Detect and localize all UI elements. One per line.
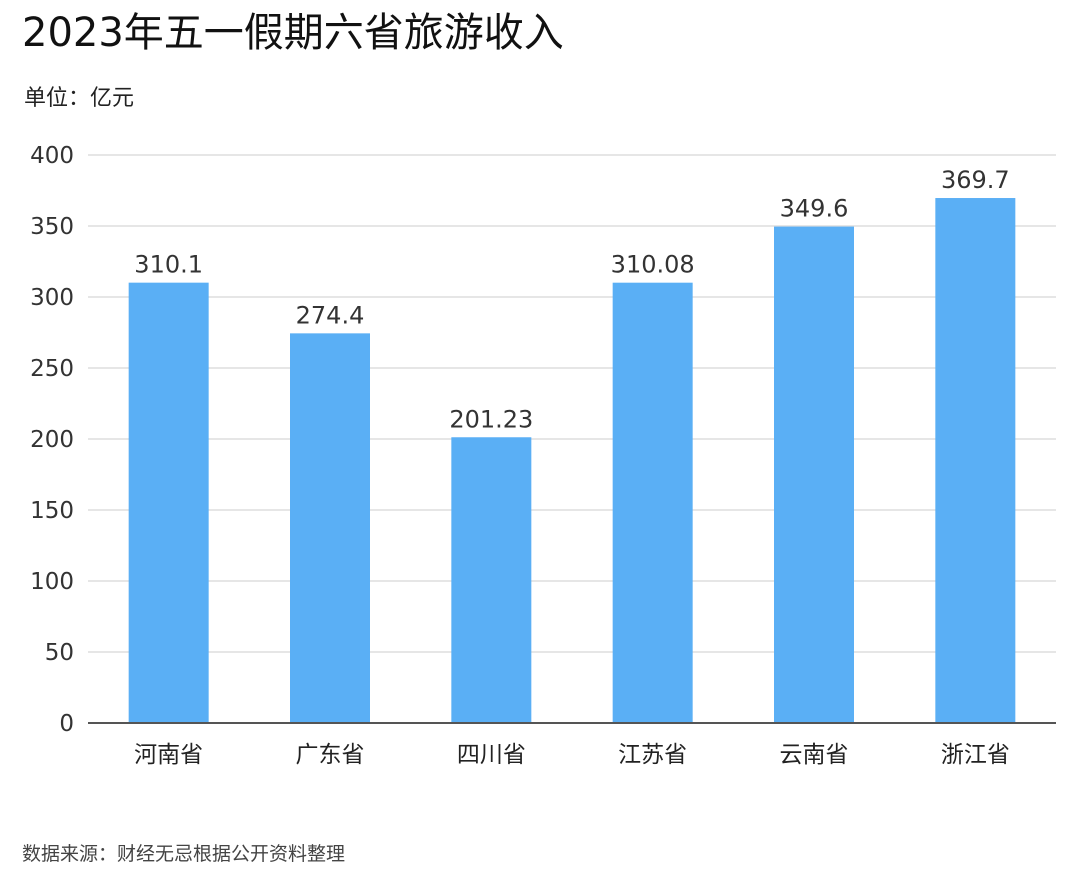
x-axis-categories: 河南省 广东省 四川省 江苏省 云南省 浙江省 [134,742,1010,768]
bar-value-label: 349.6 [780,195,849,223]
bar-value-label: 274.4 [296,301,365,329]
x-category-label: 浙江省 [941,742,1010,768]
bar-value-label: 369.7 [941,166,1010,194]
bars [128,198,1016,723]
x-category-label: 四川省 [457,742,526,768]
x-category-label: 河南省 [134,742,203,768]
bar [774,226,854,723]
y-tick-label: 350 [30,214,74,240]
bar [290,333,370,723]
y-tick-label: 300 [30,285,74,311]
bar [128,282,209,723]
x-category-label: 广东省 [296,742,365,768]
x-category-label: 云南省 [780,742,849,768]
bar [451,437,532,723]
y-axis-ticks: 0 50 100 150 200 250 300 350 400 [30,143,74,737]
y-tick-label: 150 [30,498,74,524]
unit-label: 单位：亿元 [24,86,135,111]
bar-value-label: 310.08 [611,251,695,279]
y-tick-label: 50 [45,640,74,666]
x-category-label: 江苏省 [618,742,687,768]
value-labels: 310.1 274.4 201.23 310.08 349.6 369.7 [134,166,1009,433]
data-source-note: 数据来源：财经无忌根据公开资料整理 [22,843,346,865]
bar [935,198,1016,723]
bar-value-label: 310.1 [134,251,203,279]
bar [612,282,693,723]
y-tick-label: 250 [30,356,74,382]
chart-title: 2023年五一假期六省旅游收入 [22,10,564,56]
grid-lines [88,154,1056,653]
y-tick-label: 100 [30,569,74,595]
y-tick-label: 0 [59,711,74,737]
y-tick-label: 400 [30,143,74,169]
y-tick-label: 200 [30,427,74,453]
bar-value-label: 201.23 [449,405,533,433]
